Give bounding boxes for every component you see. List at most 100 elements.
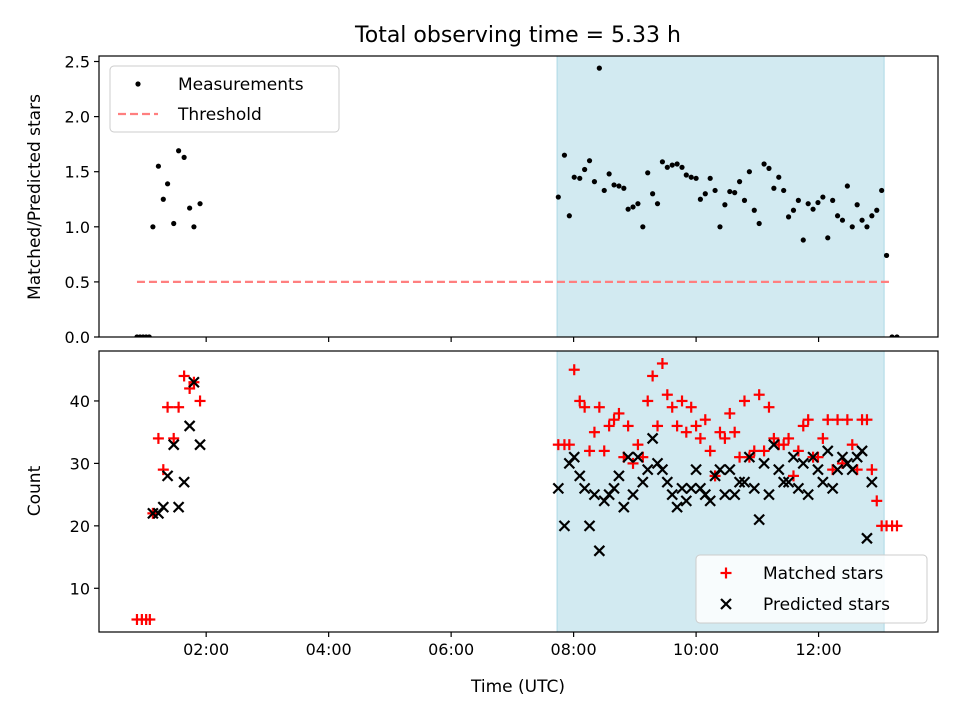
matched-star-point	[173, 401, 185, 413]
matched-star-point	[778, 439, 790, 451]
measurement-point	[654, 201, 661, 207]
matched-star-point	[787, 470, 799, 482]
data-layer	[131, 357, 903, 626]
measurement-point	[683, 172, 689, 178]
predicted-star-point	[826, 482, 839, 495]
measurement-point	[707, 175, 713, 181]
predicted-star-point	[777, 476, 790, 488]
y-tick-label: 2.5	[65, 53, 90, 72]
measurement-point	[650, 191, 656, 197]
predicted-star-point	[608, 482, 620, 495]
ratio-panel: 0.0 0.5 1.0 1.5 2.0 2.5 Matched/Predicted star…	[25, 53, 939, 347]
chart-title: Total observing time = 5.33 h	[354, 23, 681, 48]
matched-star-point	[671, 420, 683, 432]
predicted-star-point	[637, 476, 649, 488]
matched-star-point	[656, 357, 668, 369]
legend-entry: Threshold	[118, 105, 262, 125]
measurement-point	[601, 187, 607, 194]
measurement-point	[889, 334, 895, 337]
predicted-star-point	[661, 476, 674, 488]
measurement-point	[586, 158, 593, 164]
matched-star-point	[613, 407, 625, 419]
matched-star-point	[724, 407, 736, 419]
measurement-point	[596, 65, 602, 71]
measurement-point	[834, 213, 841, 219]
matched-star-point	[729, 426, 741, 438]
matched-star-point	[694, 432, 706, 444]
measurement-point	[795, 197, 801, 203]
predicted-star-point	[738, 476, 751, 488]
measurement-point	[785, 214, 792, 220]
measurement-point	[679, 164, 685, 170]
predicted-star-point	[753, 513, 765, 526]
measurement-point	[571, 174, 577, 180]
predicted-star-point	[167, 438, 180, 451]
matched-star-point	[647, 370, 659, 382]
measurement-point	[844, 183, 850, 189]
matched-star-point	[579, 401, 591, 413]
matched-star-point	[622, 420, 634, 432]
measurement-point	[894, 334, 900, 337]
predicted-star-point	[719, 488, 731, 501]
predicted-star-point	[632, 451, 644, 463]
measurement-point	[736, 179, 743, 185]
matched-star-point	[593, 401, 605, 413]
measurement-point	[197, 201, 203, 207]
matched-star-point	[157, 464, 169, 476]
predicted-star-point	[583, 520, 596, 532]
matched-star-point	[738, 395, 750, 407]
predicted-star-point	[704, 495, 716, 507]
measurement-point	[150, 224, 156, 230]
measurement-point	[805, 201, 811, 207]
matched-star-point	[846, 439, 858, 451]
measurement-point	[776, 174, 782, 180]
measurement-point	[756, 220, 762, 227]
predicted-star-point	[792, 482, 805, 495]
predicted-star-point	[812, 463, 824, 476]
measurement-point	[825, 235, 831, 241]
matched-star-point	[734, 451, 746, 463]
matched-star-point	[783, 432, 795, 444]
measurement-point	[616, 183, 622, 189]
measurement-point	[664, 164, 670, 170]
measurement-point	[702, 191, 708, 197]
measurement-point	[849, 224, 855, 230]
legend-label: Matched stars	[763, 564, 883, 584]
x-tick-label: 02:00	[183, 640, 229, 659]
measurement-point	[771, 185, 777, 191]
measurement-point	[859, 217, 865, 223]
matched-star-point	[802, 414, 814, 426]
measurement-point	[790, 207, 797, 213]
matched-star-point	[642, 395, 654, 407]
y-tick-label: 10	[70, 579, 90, 598]
predicted-star-point	[671, 501, 683, 513]
matched-star-point	[753, 389, 765, 401]
measurement-point	[645, 170, 651, 176]
legend-entry: Matched stars	[720, 564, 883, 584]
data-layer	[134, 65, 900, 337]
predicted-star-point	[183, 420, 196, 432]
predicted-star-point	[866, 476, 878, 488]
measurement-point	[766, 165, 772, 171]
measurement-point	[746, 169, 752, 175]
x-tick-label: 12:00	[796, 640, 842, 659]
predicted-star-point	[724, 463, 736, 476]
measurement-point	[879, 187, 885, 194]
x-tick-label: 04:00	[306, 640, 352, 659]
predicted-star-point	[821, 445, 834, 457]
measurement-point	[732, 190, 738, 196]
measurement-point	[883, 252, 890, 259]
measurement-point	[669, 162, 675, 168]
measurement-point	[741, 197, 748, 203]
matched-star-point	[652, 420, 664, 432]
measurement-point	[688, 174, 694, 180]
legend-matched-swatch	[720, 567, 732, 579]
matched-star-point	[144, 614, 156, 626]
measurement-point	[820, 194, 826, 200]
legend-entry: Measurements	[135, 75, 304, 95]
predicted-star-point	[768, 438, 780, 451]
predicted-star-point	[618, 501, 630, 513]
measurement-point	[171, 220, 177, 227]
matched-star-point	[841, 414, 853, 426]
